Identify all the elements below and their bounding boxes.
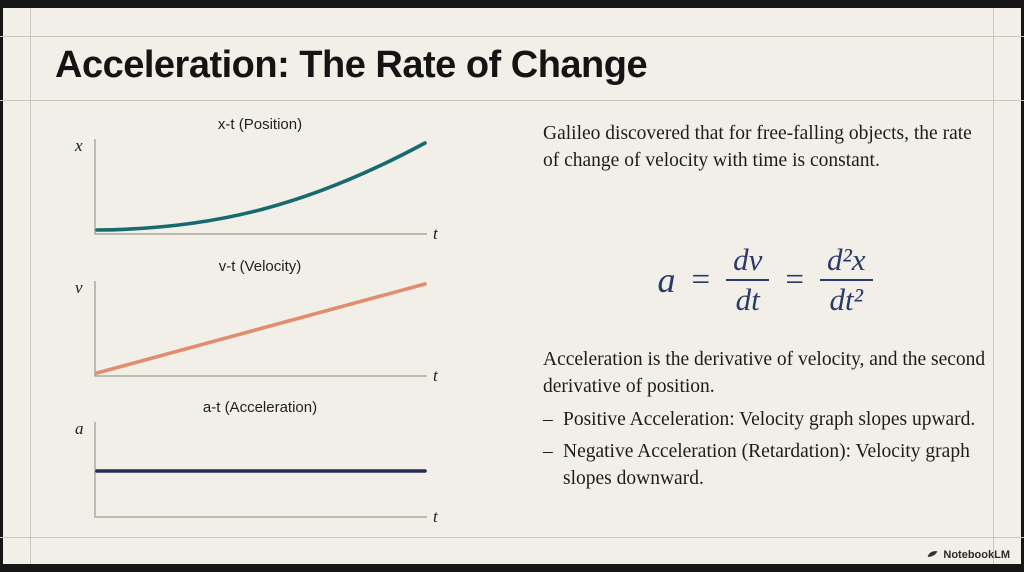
acceleration-graph: a t: [75, 419, 439, 526]
notebooklm-icon: [928, 551, 938, 557]
bullet-list: – Positive Acceleration: Velocity graph …: [543, 406, 987, 497]
position-graph: x t: [74, 136, 439, 243]
position-axes: [94, 139, 427, 235]
acceleration-x-axis-label: t: [433, 507, 439, 526]
footer-brand: NotebookLM: [926, 548, 1010, 561]
fraction-numerator: d²x: [819, 242, 873, 281]
velocity-axes: [94, 281, 427, 377]
fraction-dv-dt: dv dt: [726, 242, 770, 317]
bullet-item: – Positive Acceleration: Velocity graph …: [543, 406, 987, 434]
bullet-text: Negative Acceleration (Retardation): Vel…: [563, 440, 970, 490]
acceleration-axes: [94, 422, 427, 518]
equals-sign: =: [785, 261, 804, 298]
velocity-x-axis-label: t: [433, 366, 439, 385]
fraction-denominator: dt²: [829, 282, 863, 317]
velocity-graph: v t: [75, 278, 439, 385]
page-title: Acceleration: The Rate of Change: [55, 44, 648, 86]
frame-line-under-title: [0, 100, 1024, 101]
fraction-d2x-dt2: d²x dt²: [819, 242, 873, 317]
position-y-axis-label: x: [74, 136, 83, 155]
bullet-item: – Negative Acceleration (Retardation): V…: [543, 438, 987, 493]
bullet-dash: –: [543, 409, 553, 430]
frame-line-footer: [0, 537, 1024, 538]
frame-line-right: [993, 8, 994, 564]
derivative-paragraph: Acceleration is the derivative of veloci…: [543, 349, 986, 398]
acceleration-graph-title: a-t (Acceleration): [202, 399, 318, 416]
acceleration-equation: a = dv dt = d²x dt²: [543, 230, 987, 330]
position-x-axis-label: t: [433, 224, 439, 243]
position-graph-title: x-t (Position): [217, 116, 303, 133]
fraction-numerator: dv: [726, 242, 770, 281]
frame-line-left: [30, 8, 31, 564]
brand-label: NotebookLM: [943, 548, 1010, 561]
acceleration-y-axis-label: a: [75, 419, 84, 438]
equation-lhs: a: [657, 260, 676, 300]
velocity-graph-title: v-t (Velocity): [218, 258, 302, 275]
frame-line-top: [0, 36, 1024, 37]
position-curve: [95, 141, 427, 232]
equals-sign: =: [691, 261, 711, 298]
bullet-text: Positive Acceleration: Velocity graph sl…: [563, 409, 976, 430]
intro-paragraph: Galileo discovered that for free-falling…: [543, 123, 972, 172]
bullet-dash: –: [543, 440, 553, 462]
velocity-y-axis-label: v: [75, 278, 83, 297]
fraction-denominator: dt: [735, 282, 760, 317]
velocity-line: [95, 282, 427, 375]
